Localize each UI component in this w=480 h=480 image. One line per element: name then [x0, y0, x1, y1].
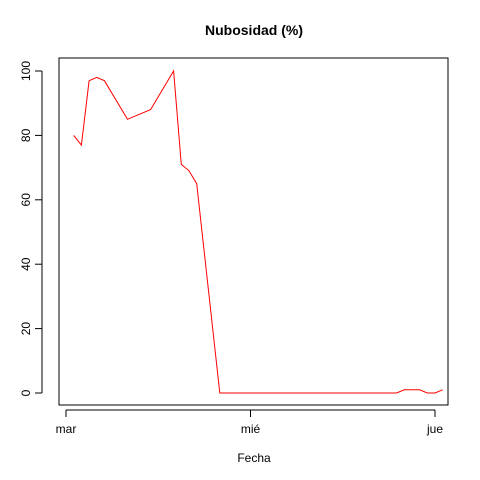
plot-area-frame — [58, 57, 449, 406]
y-tick-label: 0 — [19, 389, 33, 396]
y-tick-label: 60 — [19, 193, 33, 207]
y-tick-label: 40 — [19, 257, 33, 271]
x-axis: mar mié jue — [56, 409, 443, 436]
y-tick-label: 100 — [19, 61, 33, 81]
y-tick-label: 80 — [19, 128, 33, 142]
y-axis: 0 20 40 60 80 100 — [19, 61, 43, 396]
x-axis-label: Fecha — [237, 451, 271, 465]
y-tick-label: 20 — [19, 322, 33, 336]
x-tick-label: jue — [426, 422, 443, 436]
series-line-0 — [73, 69, 443, 394]
chart-title: Nubosidad (%) — [205, 22, 303, 38]
x-tick-label: mié — [241, 422, 261, 436]
series-layer — [73, 69, 443, 394]
x-tick-label: mar — [56, 422, 77, 436]
